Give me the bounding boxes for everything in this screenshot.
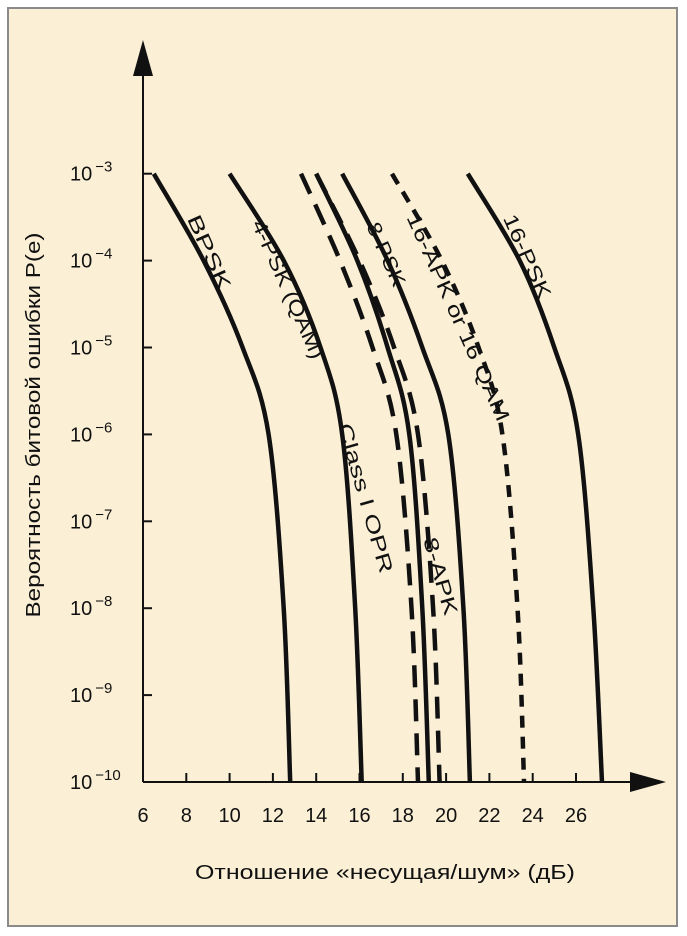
x-tick-label: 20 xyxy=(435,805,457,827)
curve-label: Class I OPR xyxy=(333,421,397,576)
y-tick-exponent: −5 xyxy=(95,333,112,350)
x-tick-label: 6 xyxy=(137,805,148,827)
x-axis-title: Отношение «несущая/шум» (дБ) xyxy=(195,862,575,884)
y-tick-label: 10 −5 xyxy=(70,333,112,360)
y-tick-label: 10 −7 xyxy=(70,506,112,533)
y-tick-label: 10 −8 xyxy=(70,593,112,620)
y-tick-label: 10 −9 xyxy=(70,680,112,707)
curve-labels: BPSK 4-PSK (QAM)Class I OPR8-PSK8-APK16-A… xyxy=(182,210,555,618)
x-tick-label: 24 xyxy=(522,805,544,827)
y-axis-arrow xyxy=(133,40,153,76)
y-tick-label: 10 −3 xyxy=(70,159,112,186)
x-tick-label: 18 xyxy=(392,805,414,827)
x-axis-arrow xyxy=(630,772,666,792)
curve-4-psk-qam xyxy=(227,172,364,783)
curve-label: BPSK xyxy=(182,212,235,295)
curve-label: 4-PSK (QAM) xyxy=(247,217,328,363)
y-tick-exponent: −4 xyxy=(95,246,112,263)
curve-label: 16-APK or 16 QAM xyxy=(402,210,514,424)
curves xyxy=(151,172,605,783)
y-tick-label: 10 −10 xyxy=(70,767,121,794)
curve-bpsk xyxy=(151,172,293,783)
y-tick-exponent: −8 xyxy=(95,593,112,610)
x-tick-label: 8 xyxy=(181,805,192,827)
y-tick-exponent: −10 xyxy=(95,767,120,784)
y-ticks: 10−10 10−9 10−8 10−7 10−6 10−5 10−4 10−3 xyxy=(70,159,152,794)
y-tick-label: 10 −6 xyxy=(70,419,112,446)
y-tick-exponent: −7 xyxy=(95,506,112,523)
curve-label: 16-PSK xyxy=(498,211,555,303)
curve-16-psk xyxy=(465,172,605,783)
curve-label: 8-APK xyxy=(418,535,461,619)
y-tick-exponent: −3 xyxy=(95,159,112,176)
curve-8-psk xyxy=(340,172,473,783)
curve-series-3 xyxy=(314,172,432,783)
curve-16-apk-or-16-qam xyxy=(390,172,527,783)
x-ticks: 6 8 10 12 14 16 18 20 22 24 26 xyxy=(137,773,587,827)
y-tick-exponent: −6 xyxy=(95,419,112,436)
curve-8-apk xyxy=(314,172,442,783)
x-tick-label: 26 xyxy=(565,805,587,827)
x-tick-label: 16 xyxy=(348,805,370,827)
chart-panel xyxy=(7,7,678,927)
axes xyxy=(133,40,666,792)
x-tick-label: 22 xyxy=(478,805,500,827)
x-tick-label: 10 xyxy=(218,805,240,827)
x-tick-label: 14 xyxy=(305,805,327,827)
y-tick-label: 10 −4 xyxy=(70,246,112,273)
x-tick-label: 12 xyxy=(262,805,284,827)
y-axis-title: Вероятность битовой ошибки P(e) xyxy=(23,233,45,618)
y-tick-exponent: −9 xyxy=(95,680,112,697)
